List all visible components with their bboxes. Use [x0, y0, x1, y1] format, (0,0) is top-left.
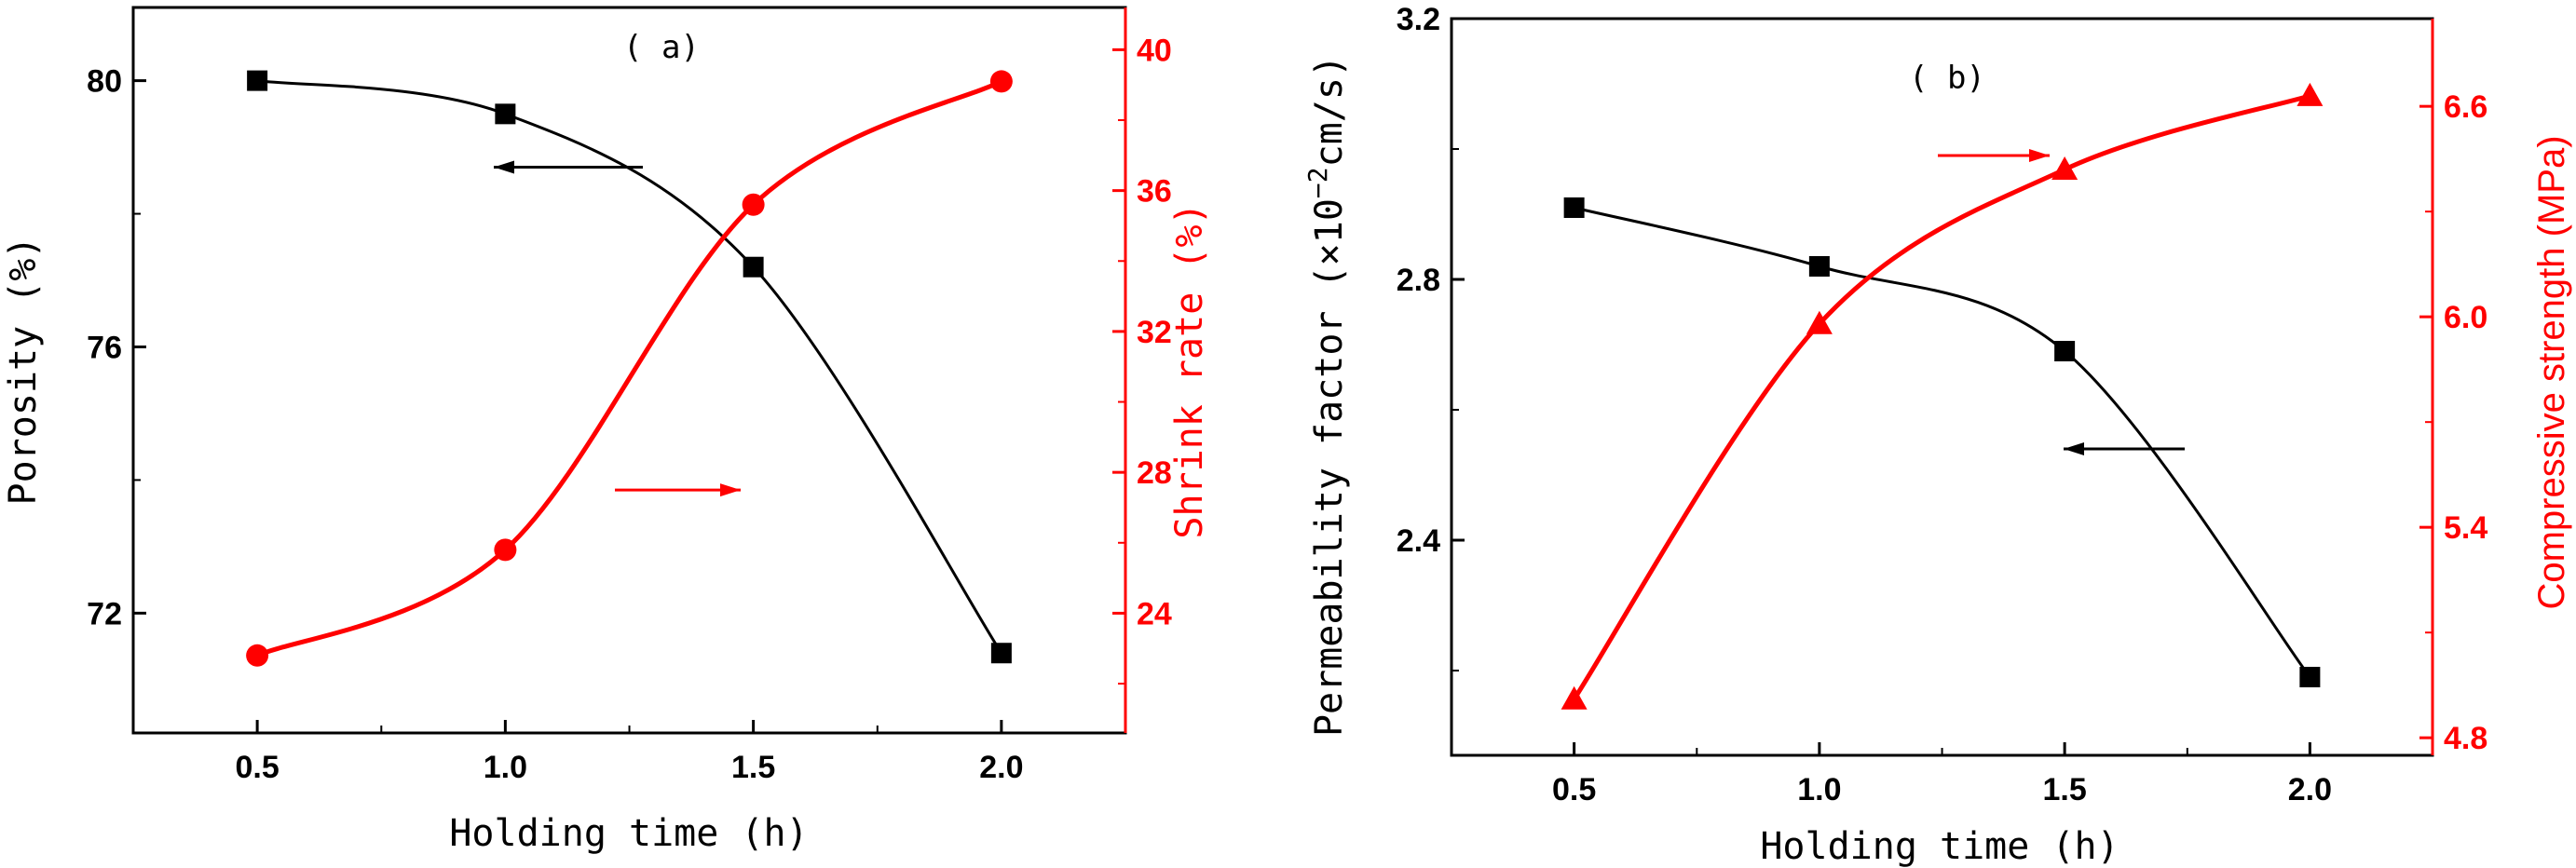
axis-ticks-a: 0.5 1.0 1.5 2.0 72 76 80 24 28 32 36 40 [87, 7, 1172, 785]
series-line [1574, 206, 2311, 678]
data-point-square [1808, 256, 1830, 277]
right-tick-label: 6.0 [2444, 300, 2487, 335]
right-axis-title-a: Shrink rate (%) [1168, 202, 1211, 538]
x-axis-title-b: Holding time (h) [1760, 825, 2119, 868]
right-tick-label: 32 [1137, 315, 1172, 350]
right-tick-label: 5.4 [2444, 510, 2487, 546]
series-line [256, 79, 1003, 655]
x-tick-label: 1.0 [1797, 772, 1841, 807]
x-tick-label: 0.5 [235, 750, 279, 785]
left-axis-title-b-sup: −2 [1302, 167, 1333, 198]
x-tick-label: 2.0 [2288, 772, 2332, 807]
x-axis-title-a: Holding time (h) [449, 812, 808, 855]
indicator-arrows-a [494, 160, 741, 497]
plot-frame-b [1450, 17, 2434, 757]
data-point-triangle [2051, 156, 2079, 180]
data-point-square [247, 70, 268, 91]
left-tick-label: 80 [87, 64, 122, 100]
right-tick-label: 4.8 [2444, 721, 2487, 756]
axis-ticks-b: 0.5 1.0 1.5 2.0 2.4 2.8 3.2 4.8 5.4 6.0 6.6 [1397, 2, 2488, 807]
indicator-arrows-b [1938, 149, 2185, 455]
left-axis-title-b-tail: cm/s) [1308, 55, 1351, 167]
panel-label-a: ( a) [623, 29, 700, 66]
series-line [1572, 93, 2311, 701]
data-point-triangle [1561, 685, 1588, 710]
data-point-circle [742, 193, 765, 216]
right-tick-label: 6.6 [2444, 89, 2487, 125]
x-tick-label: 1.5 [2042, 772, 2086, 807]
right-tick-label: 28 [1137, 455, 1172, 491]
data-point-square [1563, 197, 1585, 218]
left-axis-title-a: Porosity (%) [2, 237, 45, 506]
left-tick-label: 72 [87, 596, 122, 631]
x-tick-label: 1.5 [731, 750, 775, 785]
indicator-arrow-head [494, 160, 514, 174]
data-point-triangle [1806, 310, 1833, 334]
panel-a: 0.5 1.0 1.5 2.0 72 76 80 24 28 32 36 40 ( a) Holdin… [2, 6, 1211, 855]
data-point-square [743, 256, 764, 278]
data-point-square [495, 103, 516, 125]
series-line [256, 79, 1002, 658]
left-tick-label: 76 [87, 330, 122, 365]
curves-b [1572, 93, 2311, 701]
curves-a [256, 79, 1003, 658]
panel-label-b: ( b) [1909, 60, 1985, 97]
left-tick-label: 2.8 [1397, 263, 1440, 298]
plot-frame-a [131, 6, 1127, 735]
data-point-square [990, 643, 1012, 664]
right-tick-label: 24 [1137, 596, 1172, 631]
indicator-arrow-head [2064, 442, 2084, 455]
markers-b [1561, 82, 2324, 710]
panel-b: 0.5 1.0 1.5 2.0 2.4 2.8 3.2 4.8 5.4 6.0 6.6 ( b) H… [1302, 2, 2572, 868]
right-tick-label: 40 [1137, 33, 1172, 68]
data-point-circle [989, 70, 1013, 93]
data-point-circle [246, 644, 269, 667]
x-tick-label: 1.0 [484, 750, 527, 785]
data-point-triangle [2297, 82, 2324, 106]
left-tick-label: 2.4 [1397, 523, 1440, 559]
left-tick-label: 3.2 [1397, 2, 1440, 37]
left-axis-title-b: Permeability factor (×10−2cm/s) [1302, 55, 1351, 737]
data-point-square [2054, 341, 2076, 361]
right-tick-label: 36 [1137, 174, 1172, 210]
indicator-arrow-head [2029, 149, 2050, 162]
data-point-circle [494, 538, 517, 562]
x-tick-label: 2.0 [979, 750, 1023, 785]
data-point-square [2299, 667, 2321, 687]
right-axis-title-b: Compressive strength (MPa) [2531, 135, 2572, 609]
left-axis-title-b-main: Permeability factor (×10 [1308, 198, 1351, 737]
x-tick-label: 0.5 [1552, 772, 1596, 807]
indicator-arrow-head [720, 483, 741, 497]
markers-a [246, 70, 1013, 667]
